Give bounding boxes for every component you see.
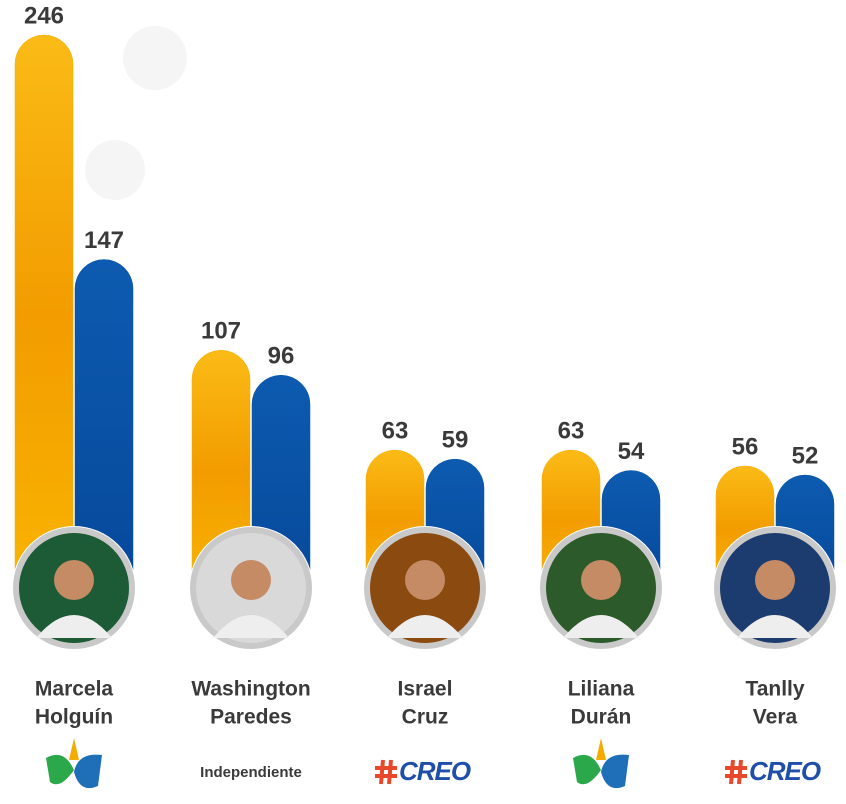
value-label: 107	[201, 318, 241, 345]
photo-head	[405, 560, 445, 600]
party-logo	[381, 760, 383, 784]
photo-head	[231, 560, 271, 600]
party-name: CREO	[399, 756, 471, 786]
party-name: Independiente	[200, 764, 302, 781]
party-logo	[69, 738, 79, 760]
candidate-name: Cruz	[402, 706, 449, 729]
value-label: 54	[618, 438, 645, 465]
decor	[123, 26, 187, 90]
party-logo	[596, 738, 606, 760]
value-label: 147	[84, 227, 124, 254]
photo-head	[581, 560, 621, 600]
value-label: 59	[442, 427, 469, 454]
party-logo	[739, 760, 741, 784]
decor	[85, 140, 145, 200]
value-label: 246	[24, 2, 64, 29]
candidate-name: Washington	[191, 678, 310, 701]
photo-head	[54, 560, 94, 600]
value-label: 63	[558, 417, 585, 444]
candidate-name: Tanlly	[745, 678, 804, 701]
chart: 246 147 107 96 63 59 63 54 56 52 Marcela Holguín Wa…	[0, 0, 846, 804]
party-logo	[731, 760, 733, 784]
party-name: CREO	[749, 756, 821, 786]
value-label: 96	[268, 343, 295, 370]
party-logo	[389, 760, 391, 784]
candidate-name: Vera	[753, 706, 798, 729]
candidate-name: Israel	[398, 678, 453, 701]
candidate-name: Paredes	[210, 706, 292, 729]
candidate-name: Marcela	[35, 678, 114, 701]
candidate-name: Liliana	[568, 678, 635, 701]
candidate-name: Holguín	[35, 706, 113, 729]
bar	[15, 35, 73, 593]
candidate-name: Durán	[571, 706, 632, 729]
value-label: 52	[792, 442, 819, 469]
value-label: 56	[732, 433, 759, 460]
photo-head	[755, 560, 795, 600]
value-label: 63	[382, 417, 409, 444]
